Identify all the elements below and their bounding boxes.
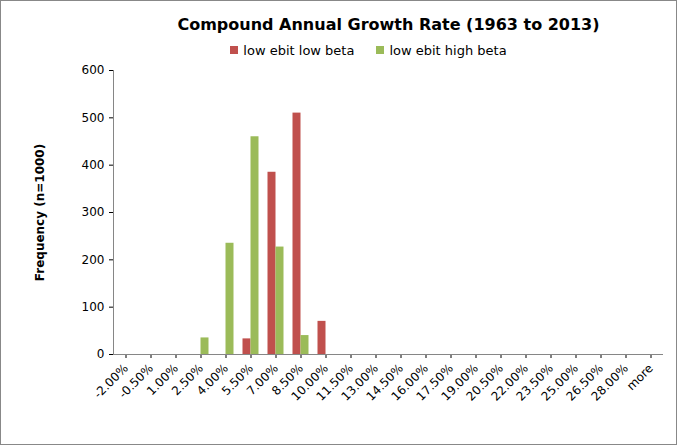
svg-text:400: 400 bbox=[82, 158, 105, 172]
svg-text:8.50%: 8.50% bbox=[269, 361, 306, 399]
svg-text:7.00%: 7.00% bbox=[244, 361, 281, 399]
svg-text:11.50%: 11.50% bbox=[313, 361, 356, 404]
svg-text:600: 600 bbox=[82, 63, 105, 77]
html-text:low ebit high beta: low ebit high beta bbox=[389, 42, 507, 58]
svg-text:500: 500 bbox=[82, 111, 105, 125]
svg-text:28.00%: 28.00% bbox=[588, 361, 631, 404]
svg-text:22.00%: 22.00% bbox=[488, 361, 531, 404]
svg-text:17.50%: 17.50% bbox=[413, 361, 456, 404]
svg-text:Frequency (n=1000): Frequency (n=1000) bbox=[33, 144, 47, 281]
svg-text:0: 0 bbox=[97, 347, 105, 361]
svg-text:26.50%: 26.50% bbox=[563, 361, 606, 404]
svg-text:23.50%: 23.50% bbox=[513, 361, 556, 404]
svg-text:16.00%: 16.00% bbox=[388, 361, 431, 404]
svg-text:14.50%: 14.50% bbox=[363, 361, 406, 404]
svg-text:more: more bbox=[624, 361, 656, 393]
svg-text:300: 300 bbox=[82, 205, 105, 219]
svg-text:5.50%: 5.50% bbox=[219, 361, 256, 399]
html-text:low ebit low beta: low ebit low beta bbox=[243, 42, 355, 58]
svg-text:13.00%: 13.00% bbox=[338, 361, 381, 404]
svg-text:25.00%: 25.00% bbox=[538, 361, 581, 404]
svg-text:100: 100 bbox=[82, 300, 105, 314]
html-text:Compound Annual Growth Rate (1: Compound Annual Growth Rate (1963 to 201… bbox=[177, 15, 600, 34]
svg-text:-0.50%: -0.50% bbox=[115, 361, 156, 402]
svg-text:19.00%: 19.00% bbox=[438, 361, 481, 404]
svg-text:4.00%: 4.00% bbox=[194, 361, 231, 399]
svg-text:1.00%: 1.00% bbox=[144, 361, 181, 399]
svg-text:2.50%: 2.50% bbox=[169, 361, 206, 399]
svg-text:200: 200 bbox=[82, 253, 105, 267]
svg-text:10.00%: 10.00% bbox=[288, 361, 331, 404]
svg-text:-2.00%: -2.00% bbox=[90, 361, 131, 402]
svg-text:20.50%: 20.50% bbox=[463, 361, 506, 404]
